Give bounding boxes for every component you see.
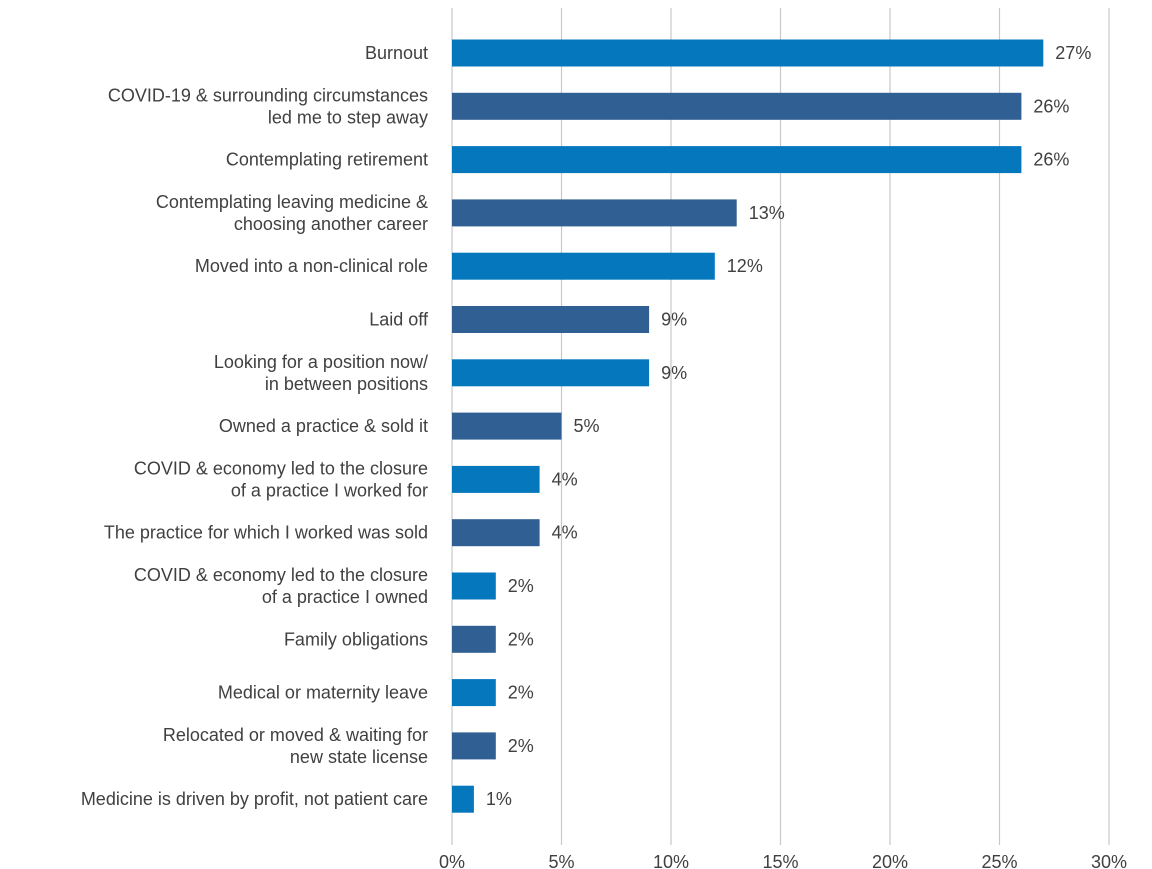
value-label: 13% bbox=[749, 203, 785, 223]
category-label: Contemplating leaving medicine & bbox=[156, 192, 428, 212]
category-label: Moved into a non-clinical role bbox=[195, 256, 428, 276]
bar bbox=[452, 199, 737, 227]
value-label: 2% bbox=[508, 683, 534, 703]
category-label: Relocated or moved & waiting for bbox=[163, 725, 428, 745]
bar bbox=[452, 465, 540, 493]
value-label: 2% bbox=[508, 736, 534, 756]
category-label: new state license bbox=[290, 747, 428, 767]
value-label: 2% bbox=[508, 576, 534, 596]
category-label: led me to step away bbox=[268, 107, 428, 127]
value-label: 27% bbox=[1055, 43, 1091, 63]
x-tick-label: 30% bbox=[1091, 852, 1127, 869]
bar bbox=[452, 412, 562, 440]
value-label: 2% bbox=[508, 629, 534, 649]
category-label: COVID-19 & surrounding circumstances bbox=[108, 85, 428, 105]
category-label: in between positions bbox=[265, 374, 428, 394]
x-tick-label: 5% bbox=[548, 852, 574, 869]
category-label: The practice for which I worked was sold bbox=[104, 523, 428, 543]
category-label: Medical or maternity leave bbox=[218, 683, 428, 703]
category-label: choosing another career bbox=[234, 214, 428, 234]
x-tick-label: 25% bbox=[981, 852, 1017, 869]
bar bbox=[452, 679, 496, 707]
category-label: COVID & economy led to the closure bbox=[134, 565, 428, 585]
value-labels: 27% 26% 26% 13% 12% 9% 9% 5% 4% 4% 2% 2% 2% 2% 1% bbox=[486, 43, 1091, 809]
bar bbox=[452, 732, 496, 760]
bar bbox=[452, 252, 715, 280]
category-labels: Burnout COVID-19 & surrounding circumstan… bbox=[81, 43, 429, 809]
bar bbox=[452, 92, 1022, 120]
bars bbox=[452, 39, 1044, 813]
bar bbox=[452, 146, 1022, 174]
value-label: 12% bbox=[727, 256, 763, 276]
x-tick-label: 20% bbox=[872, 852, 908, 869]
bar bbox=[452, 359, 650, 387]
category-label: Burnout bbox=[365, 43, 428, 63]
bar bbox=[452, 306, 650, 333]
category-label: Looking for a position now/ bbox=[214, 352, 428, 372]
value-label: 9% bbox=[661, 363, 687, 383]
value-label: 26% bbox=[1033, 96, 1069, 116]
bar bbox=[452, 785, 474, 813]
value-label: 9% bbox=[661, 310, 687, 330]
value-label: 4% bbox=[552, 523, 578, 543]
category-label: COVID & economy led to the closure bbox=[134, 458, 428, 478]
bar bbox=[452, 572, 496, 600]
category-label: of a practice I worked for bbox=[231, 480, 428, 500]
category-label: Medicine is driven by profit, not patien… bbox=[81, 789, 428, 809]
x-tick-label: 15% bbox=[762, 852, 798, 869]
value-label: 5% bbox=[574, 416, 600, 436]
category-label: Contemplating retirement bbox=[226, 150, 428, 170]
value-label: 1% bbox=[486, 789, 512, 809]
bar bbox=[452, 39, 1044, 67]
value-label: 4% bbox=[552, 469, 578, 489]
value-label: 26% bbox=[1033, 150, 1069, 170]
x-axis-tick-labels: 0% 5% 10% 15% 20% 25% 30% bbox=[439, 852, 1127, 869]
category-label: Owned a practice & sold it bbox=[219, 416, 428, 436]
category-label: Laid off bbox=[369, 310, 429, 330]
category-label: of a practice I owned bbox=[262, 587, 428, 607]
bar bbox=[452, 625, 496, 653]
x-tick-label: 10% bbox=[653, 852, 689, 869]
bar bbox=[452, 519, 540, 547]
x-tick-label: 0% bbox=[439, 852, 465, 869]
category-label: Family obligations bbox=[284, 629, 428, 649]
